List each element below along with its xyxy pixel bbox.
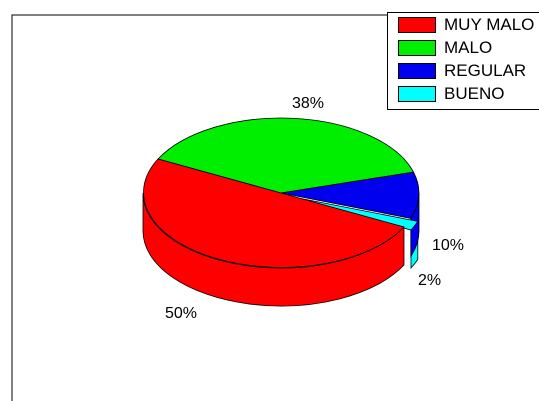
legend-swatch-regular: [398, 63, 436, 79]
legend-label-regular: REGULAR: [444, 61, 527, 80]
legend: MUY MALO MALO REGULAR BUENO: [387, 12, 539, 110]
label-bueno: 2%: [418, 272, 441, 289]
legend-item-bueno: BUENO: [398, 84, 504, 104]
label-regular: 10%: [432, 237, 464, 254]
legend-label-muy-malo: MUY MALO: [444, 15, 535, 34]
legend-swatch-malo: [398, 40, 436, 56]
legend-label-malo: MALO: [444, 38, 493, 57]
pie-3d: [142, 117, 420, 307]
pie-slice-regular: [280, 171, 420, 219]
legend-item-malo: MALO: [398, 38, 492, 58]
legend-item-regular: REGULAR: [398, 61, 526, 81]
pie-slice-muy-malo: [143, 158, 405, 268]
legend-label-bueno: BUENO: [444, 84, 505, 103]
label-muy-malo: 50%: [165, 305, 197, 322]
legend-item-muy-malo: MUY MALO: [398, 15, 534, 35]
legend-swatch-muy-malo: [398, 17, 436, 33]
label-malo: 38%: [292, 95, 324, 112]
figure-frame: [11, 14, 539, 401]
pie-slice-malo: [157, 117, 415, 194]
legend-swatch-bueno: [398, 86, 436, 102]
